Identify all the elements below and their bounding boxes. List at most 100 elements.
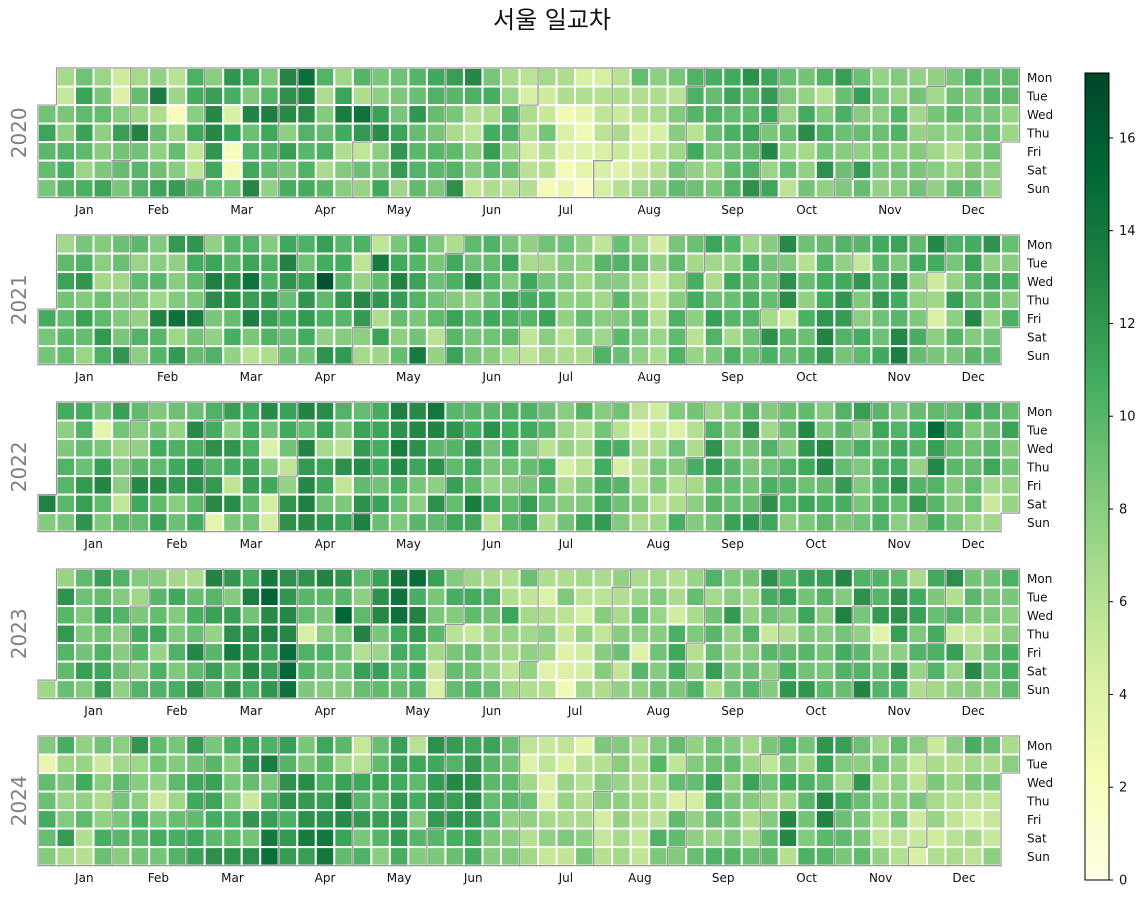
day-cell bbox=[796, 178, 817, 199]
day-cell bbox=[314, 605, 336, 626]
day-cell bbox=[333, 178, 354, 199]
day-cell bbox=[592, 234, 614, 255]
day-cell bbox=[203, 623, 225, 645]
day-cell bbox=[888, 809, 910, 830]
day-cell bbox=[555, 67, 577, 88]
day-cell bbox=[759, 846, 780, 867]
day-cell bbox=[851, 104, 873, 125]
day-cell bbox=[462, 401, 484, 422]
day-cell bbox=[185, 493, 206, 515]
day-cell bbox=[574, 234, 595, 255]
day-cell bbox=[277, 809, 299, 830]
day-cell bbox=[166, 753, 188, 775]
day-cell bbox=[222, 401, 243, 422]
day-cell bbox=[351, 178, 373, 199]
day-cell bbox=[370, 809, 391, 830]
day-cell bbox=[351, 456, 373, 478]
day-cell bbox=[314, 568, 336, 589]
weekday-label: Thu bbox=[1026, 794, 1050, 808]
day-cell bbox=[870, 493, 891, 515]
day-cell bbox=[666, 67, 688, 88]
day-cell bbox=[833, 605, 854, 626]
day-cell bbox=[1000, 753, 1021, 775]
day-cell bbox=[537, 271, 558, 292]
month-label: Mar bbox=[240, 370, 263, 384]
day-cell bbox=[55, 827, 77, 849]
day-cell bbox=[148, 605, 169, 626]
day-cell bbox=[592, 104, 614, 125]
day-cell bbox=[185, 827, 206, 849]
day-cell bbox=[222, 326, 243, 348]
day-cell bbox=[129, 85, 151, 107]
day-cell bbox=[777, 623, 799, 645]
day-cell bbox=[592, 512, 614, 533]
day-cell bbox=[777, 846, 799, 867]
day-cell bbox=[574, 605, 595, 626]
day-cell bbox=[963, 141, 984, 162]
day-cell bbox=[111, 308, 132, 329]
day-cell bbox=[500, 234, 521, 255]
day-cell bbox=[166, 401, 188, 422]
day-cell bbox=[740, 271, 762, 292]
day-cell bbox=[240, 326, 262, 348]
day-cell bbox=[296, 271, 317, 292]
day-cell bbox=[1000, 308, 1021, 329]
day-cell bbox=[74, 623, 95, 645]
day-cell bbox=[555, 846, 577, 867]
year-panel-2023: Jan Feb Mar Apr May Jun Jul Aug Sep Oct Nov DecMonT… bbox=[7, 568, 1053, 718]
day-cell bbox=[814, 85, 836, 107]
day-cell bbox=[370, 234, 391, 255]
day-cell bbox=[74, 122, 95, 144]
day-cell bbox=[333, 308, 354, 329]
month-label: Sep bbox=[721, 370, 744, 384]
day-cell bbox=[796, 271, 817, 292]
day-cell bbox=[963, 827, 984, 849]
day-cell bbox=[425, 308, 447, 329]
day-cell bbox=[481, 512, 503, 533]
day-cell bbox=[685, 326, 706, 348]
day-cell bbox=[388, 846, 410, 867]
day-cell bbox=[685, 605, 706, 626]
day-cell bbox=[518, 660, 540, 682]
day-cell bbox=[240, 475, 262, 496]
day-cell bbox=[351, 809, 373, 830]
day-cell bbox=[462, 308, 484, 329]
day-cell bbox=[722, 475, 743, 496]
day-cell bbox=[148, 419, 169, 441]
day-cell bbox=[166, 846, 188, 867]
day-cell bbox=[944, 345, 965, 366]
day-cell bbox=[462, 234, 484, 255]
day-cell bbox=[370, 271, 391, 292]
day-cell bbox=[592, 456, 614, 478]
day-cell bbox=[185, 271, 206, 292]
day-cell bbox=[870, 401, 891, 422]
day-cell bbox=[388, 252, 410, 274]
day-cell bbox=[925, 438, 947, 459]
day-cell bbox=[888, 772, 910, 793]
day-cell bbox=[425, 827, 447, 849]
day-cell bbox=[722, 289, 743, 311]
day-cell bbox=[814, 846, 836, 867]
day-cell bbox=[611, 735, 632, 756]
day-cell bbox=[981, 141, 1003, 162]
day-cell bbox=[907, 846, 928, 867]
day-cell bbox=[925, 308, 947, 329]
month-label: Jul bbox=[558, 203, 573, 217]
day-cell bbox=[185, 753, 206, 775]
day-cell bbox=[296, 660, 317, 682]
day-cell bbox=[814, 568, 836, 589]
day-cell bbox=[833, 122, 854, 144]
month-label: Oct bbox=[805, 537, 826, 551]
day-cell bbox=[592, 753, 614, 775]
weekday-label: Tue bbox=[1026, 89, 1048, 103]
day-cell bbox=[129, 790, 151, 812]
day-cell bbox=[944, 122, 965, 144]
day-cell bbox=[148, 846, 169, 867]
day-cell bbox=[425, 401, 447, 422]
day-cell bbox=[666, 623, 688, 645]
day-cell bbox=[888, 67, 910, 88]
day-cell bbox=[648, 326, 669, 348]
day-cell bbox=[148, 438, 169, 459]
day-cell bbox=[370, 623, 391, 645]
day-cell bbox=[833, 623, 854, 645]
